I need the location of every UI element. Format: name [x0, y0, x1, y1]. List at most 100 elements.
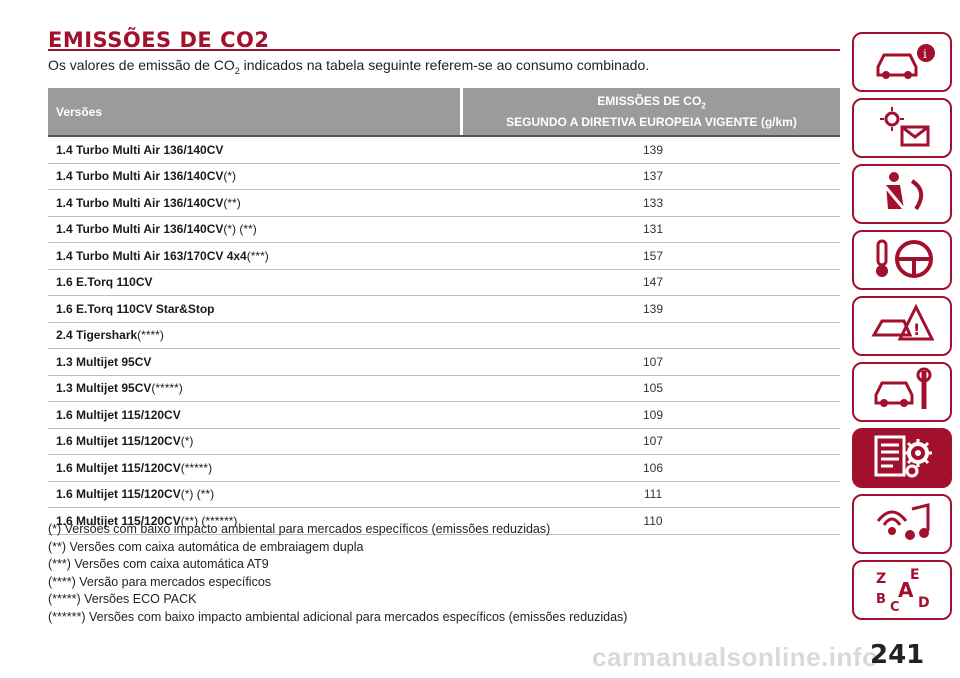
table-row: 1.4 Turbo Multi Air 163/170CV 4x4(***) 15… [48, 243, 840, 270]
emission-value: 106 [642, 460, 664, 475]
version-name: 1.4 Turbo Multi Air 136/140CV [56, 222, 224, 237]
emission-value: 105 [642, 381, 664, 396]
warning-triangle-car-icon: ! [867, 301, 937, 352]
watermark: carmanualsonline.info [592, 642, 879, 672]
table-header: Versões EMISSÕES DE CO2 SEGUNDO A DIRETI… [48, 88, 840, 137]
technical-data-gears-icon [867, 433, 937, 484]
version-name: 1.4 Turbo Multi Air 136/140CV [56, 142, 224, 157]
table-row: 1.6 Multijet 115/120CV(**) (******) 110 [48, 508, 840, 535]
table-row: 1.6 Multijet 115/120CV(*) 107 [48, 429, 840, 455]
footnote: (**) Versões com caixa automática de emb… [48, 539, 364, 554]
svg-text:Z: Z [876, 571, 886, 587]
svg-text:B: B [876, 592, 886, 607]
seatbelt-airbag-icon [867, 169, 937, 220]
table-row: 2.4 Tigershark(****) [48, 323, 840, 349]
version-cell: 1.3 Multijet 95CV(*****) [48, 381, 460, 395]
footnote: (***) Versões com caixa automática AT9 [48, 557, 269, 571]
chapter-tab[interactable]: ! [852, 296, 952, 356]
emission-value: 133 [642, 195, 664, 210]
emission-value: 107 [642, 434, 664, 449]
chapter-tab[interactable]: i [852, 32, 952, 92]
car-info-icon: i [867, 37, 937, 88]
svg-text:i: i [923, 47, 927, 61]
version-cell: 1.6 Multijet 115/120CV(**) (******) [48, 514, 460, 528]
version-name: 1.3 Multijet 95CV [56, 354, 152, 369]
version-name: 1.4 Turbo Multi Air 163/170CV 4x4 [56, 248, 247, 263]
column-header-emissions: EMISSÕES DE CO2 SEGUNDO A DIRETIVA EUROP… [463, 88, 840, 135]
svg-text:C: C [890, 600, 900, 611]
footnote: (*****) Versões ECO PACK [48, 592, 197, 606]
emission-value: 139 [642, 142, 664, 157]
emission-value: 110 [643, 513, 663, 528]
emissions-table: Versões EMISSÕES DE CO2 SEGUNDO A DIRETI… [48, 88, 840, 535]
title-divider [48, 49, 840, 51]
version-cell: 1.6 E.Torq 110CV [48, 275, 460, 289]
version-name: 1.4 Turbo Multi Air 136/140CV [56, 169, 224, 184]
chapter-tab[interactable] [852, 230, 952, 290]
chapter-tab[interactable] [852, 428, 952, 488]
version-name: 1.6 Multijet 115/120CV [56, 434, 181, 449]
table-row: 1.6 Multijet 115/120CV(*) (**) 111 [48, 482, 840, 508]
version-footnote-marks: (*) (**) [180, 487, 215, 502]
version-cell: 1.4 Turbo Multi Air 136/140CV(**) [48, 196, 460, 210]
svg-text:!: ! [913, 320, 920, 339]
version-name: 2.4 Tigershark [56, 328, 138, 343]
version-footnote-marks: (**) [223, 195, 241, 210]
svg-text:D: D [918, 595, 930, 611]
version-footnote-marks: (*****) [151, 381, 183, 396]
version-cell: 1.6 Multijet 115/120CV(*) (**) [48, 487, 460, 501]
chapter-tab[interactable] [852, 164, 952, 224]
version-name: 1.6 E.Torq 110CV [56, 275, 153, 290]
page-number: 241 [870, 640, 925, 670]
version-cell: 1.4 Turbo Multi Air 136/140CV [48, 143, 460, 157]
table-body: 1.4 Turbo Multi Air 136/140CV 139 1.4 Turb… [48, 137, 840, 535]
table-row: 1.6 Multijet 115/120CV 109 [48, 402, 840, 429]
intro-text: Os valores de emissão de CO2 indicados n… [48, 57, 650, 76]
version-cell: 1.6 Multijet 115/120CV(*****) [48, 461, 460, 475]
version-footnote-marks: (*) (**) [223, 222, 257, 237]
version-footnote-marks: (*) [223, 169, 237, 184]
page-title: EMISSÕES DE CO2 [48, 28, 270, 52]
chapter-tabs: i! Z E B A C D [852, 32, 952, 626]
table-row: 1.4 Turbo Multi Air 136/140CV(**) 133 [48, 190, 840, 217]
version-name: 1.6 Multijet 115/120CV [56, 460, 181, 475]
footnote: (*) Versões com baixo impacto ambiental … [48, 522, 551, 536]
emission-value: 147 [642, 275, 664, 290]
version-cell: 1.4 Turbo Multi Air 163/170CV 4x4(***) [48, 249, 460, 263]
table-row: 1.3 Multijet 95CV(*****) 105 [48, 376, 840, 402]
table-row: 1.6 Multijet 115/120CV(*****) 106 [48, 455, 840, 482]
version-name: 1.4 Turbo Multi Air 136/140CV [56, 195, 224, 210]
table-row: 1.4 Turbo Multi Air 136/140CV(*) (**) 131 [48, 217, 840, 243]
table-row: 1.4 Turbo Multi Air 136/140CV 139 [48, 137, 840, 164]
version-cell: 1.3 Multijet 95CV [48, 355, 460, 369]
version-cell: 1.4 Turbo Multi Air 136/140CV(*) (**) [48, 222, 460, 236]
version-name: 1.6 Multijet 115/120CV [56, 513, 181, 528]
table-row: 1.6 E.Torq 110CV 147 [48, 270, 840, 296]
emission-value: 107 [642, 354, 664, 369]
version-footnote-marks: (****) [137, 328, 164, 343]
chapter-tab[interactable] [852, 494, 952, 554]
key-steering-wheel-icon [867, 235, 937, 286]
table-row: 1.4 Turbo Multi Air 136/140CV(*) 137 [48, 164, 840, 190]
version-footnote-marks: (*) [180, 434, 194, 449]
version-name: 1.6 E.Torq 110CV Star&Stop [56, 301, 215, 316]
table-row: 1.3 Multijet 95CV 107 [48, 349, 840, 376]
svg-text:A: A [898, 578, 914, 602]
version-cell: 1.6 E.Torq 110CV Star&Stop [48, 302, 460, 316]
version-name: 1.3 Multijet 95CV [56, 381, 152, 396]
version-cell: 1.4 Turbo Multi Air 136/140CV(*) [48, 169, 460, 183]
emission-value: 137 [642, 169, 664, 184]
chapter-tab[interactable] [852, 362, 952, 422]
footnote: (******) Versões com baixo impacto ambie… [48, 609, 628, 624]
svg-text:E: E [910, 567, 920, 583]
multimedia-icon [867, 499, 937, 550]
version-footnote-marks: (***) [246, 248, 269, 263]
chapter-tab[interactable] [852, 98, 952, 158]
footnotes: (*) Versões com baixo impacto ambiental … [48, 521, 627, 626]
version-footnote-marks: (*****) [180, 460, 213, 475]
emission-value: 139 [642, 301, 664, 316]
emission-value: 157 [642, 248, 664, 263]
emission-value: 111 [643, 487, 663, 502]
